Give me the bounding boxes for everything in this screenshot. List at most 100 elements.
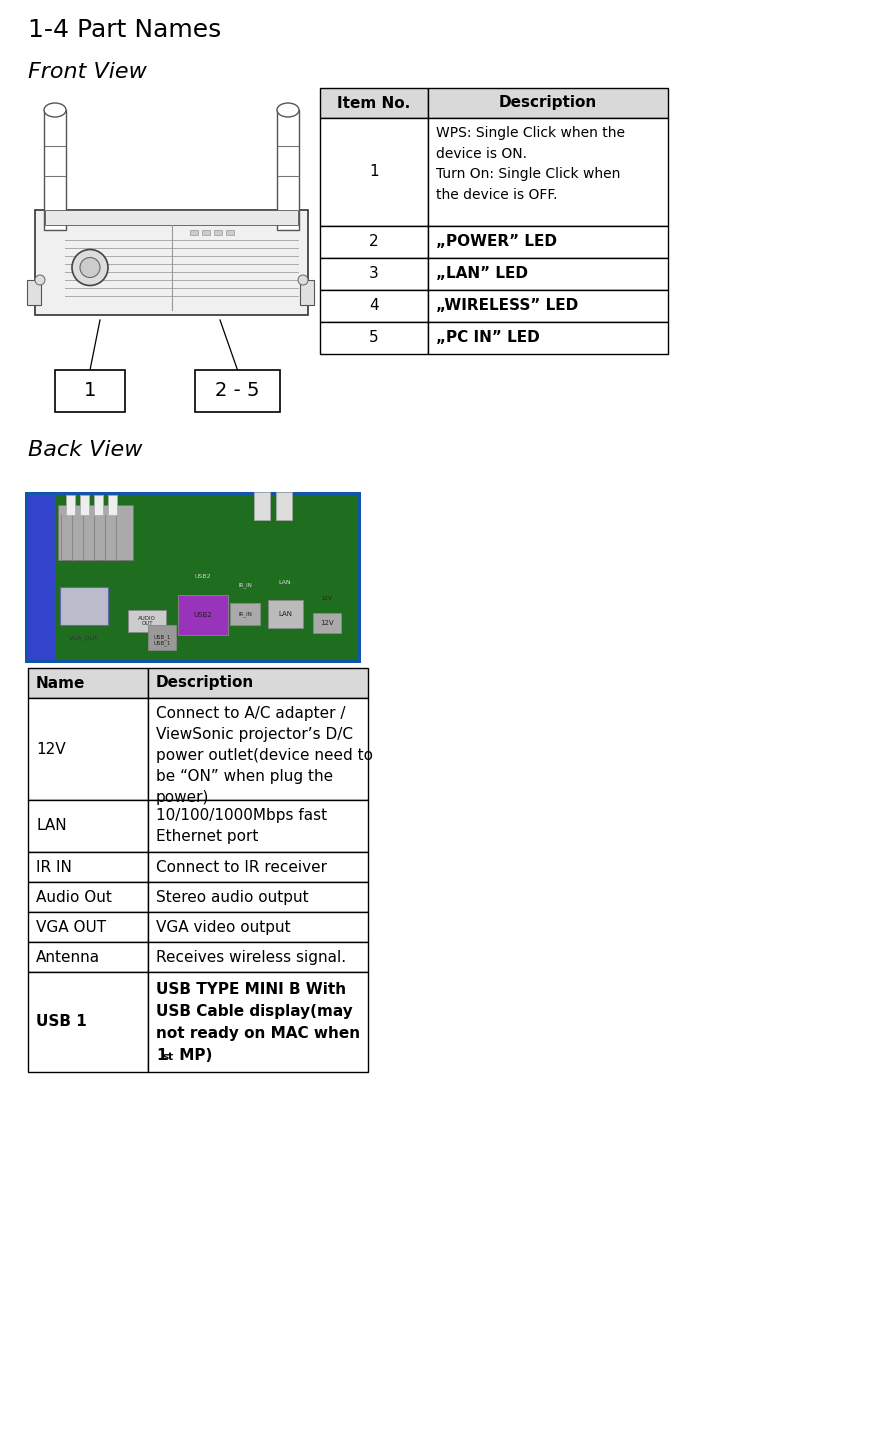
Bar [195, 371, 280, 412]
Text: Name: Name [36, 675, 85, 691]
Bar [148, 972, 368, 1072]
Bar [28, 495, 358, 660]
Bar [230, 602, 260, 625]
Bar [148, 668, 368, 698]
Bar [28, 698, 148, 800]
Text: „LAN” LED: „LAN” LED [436, 266, 528, 282]
Bar [277, 110, 299, 230]
Text: WPS: Single Click when the
device is ON.
Turn On: Single Click when
the device i: WPS: Single Click when the device is ON.… [436, 126, 625, 202]
Text: Description: Description [499, 96, 597, 110]
Bar [27, 280, 41, 305]
Text: USB Cable display(may: USB Cable display(may [156, 1005, 353, 1019]
Text: VGA_OUT: VGA_OUT [69, 635, 99, 641]
Bar [28, 800, 148, 851]
Bar [45, 210, 298, 225]
Text: Front View: Front View [28, 62, 147, 82]
Text: MP): MP) [174, 1047, 212, 1063]
Bar [428, 290, 668, 322]
Bar [254, 492, 270, 519]
Text: USB TYPE MINI B With: USB TYPE MINI B With [156, 982, 346, 997]
Bar [28, 495, 56, 660]
Bar [320, 117, 428, 226]
Text: USB 1: USB 1 [36, 1015, 87, 1029]
Bar [226, 230, 234, 235]
Text: „WIRELESS” LED: „WIRELESS” LED [436, 299, 578, 313]
Text: USB2: USB2 [195, 574, 212, 580]
Text: IR IN: IR IN [36, 860, 72, 874]
Text: st: st [163, 1052, 173, 1062]
Text: 10/100/1000Mbps fast
Ethernet port: 10/100/1000Mbps fast Ethernet port [156, 809, 327, 844]
Bar [148, 912, 368, 942]
Bar [178, 595, 228, 635]
Bar [28, 668, 148, 698]
Text: 1: 1 [369, 165, 379, 179]
Bar [58, 505, 133, 560]
Text: 1-4 Part Names: 1-4 Part Names [28, 19, 221, 41]
Text: 1: 1 [84, 382, 96, 401]
Bar [28, 851, 148, 881]
Text: IR_IN: IR_IN [238, 611, 252, 617]
Text: USB_1: USB_1 [153, 640, 171, 645]
Bar [66, 495, 75, 515]
Text: AUDIO
OUT: AUDIO OUT [138, 615, 156, 627]
Circle shape [80, 258, 100, 278]
Bar [320, 87, 428, 117]
Text: Description: Description [156, 675, 254, 691]
Text: 2: 2 [369, 235, 379, 249]
Text: LAN: LAN [36, 819, 67, 833]
Bar [320, 290, 428, 322]
Bar [268, 600, 303, 628]
Bar [276, 492, 292, 519]
Bar [428, 258, 668, 290]
Text: 1: 1 [156, 1047, 166, 1063]
Bar [28, 912, 148, 942]
Text: not ready on MAC when: not ready on MAC when [156, 1026, 360, 1040]
Bar [80, 495, 89, 515]
Bar [148, 851, 368, 881]
Text: 3: 3 [369, 266, 379, 282]
Bar [428, 87, 668, 117]
Bar [300, 280, 314, 305]
Bar [428, 226, 668, 258]
Text: 4: 4 [369, 299, 379, 313]
Text: 12V: 12V [320, 620, 333, 625]
Text: 12V: 12V [322, 595, 332, 601]
Bar [313, 612, 341, 633]
Bar [94, 495, 103, 515]
Bar [148, 625, 176, 650]
Text: LAN: LAN [278, 611, 292, 617]
Text: VGA video output: VGA video output [156, 920, 291, 934]
Text: USB2: USB2 [194, 612, 212, 618]
Bar [320, 226, 428, 258]
Text: Receives wireless signal.: Receives wireless signal. [156, 950, 346, 964]
Bar [320, 322, 428, 353]
Bar [320, 258, 428, 290]
Text: USB_1: USB_1 [153, 635, 171, 640]
Bar [148, 698, 368, 800]
Bar [60, 587, 108, 625]
Ellipse shape [44, 103, 66, 117]
Text: „POWER” LED: „POWER” LED [436, 235, 557, 249]
Text: IR_IN: IR_IN [238, 582, 252, 588]
Circle shape [72, 249, 108, 286]
Bar [428, 117, 668, 226]
Text: 2 - 5: 2 - 5 [215, 382, 260, 401]
Text: Connect to IR receiver: Connect to IR receiver [156, 860, 327, 874]
Bar [28, 942, 148, 972]
Bar [128, 610, 166, 633]
Text: VGA OUT: VGA OUT [36, 920, 106, 934]
Bar [28, 881, 148, 912]
Text: Stereo audio output: Stereo audio output [156, 890, 308, 904]
Bar [428, 322, 668, 353]
Text: Item No.: Item No. [337, 96, 411, 110]
Text: Audio Out: Audio Out [36, 890, 112, 904]
Circle shape [298, 275, 308, 285]
Bar [190, 230, 198, 235]
Bar [35, 210, 308, 315]
Text: LAN: LAN [278, 581, 292, 585]
Text: Connect to A/C adapter /
ViewSonic projector’s D/C
power outlet(device need to
b: Connect to A/C adapter / ViewSonic proje… [156, 705, 373, 806]
Text: Back View: Back View [28, 439, 142, 459]
Bar [108, 495, 117, 515]
Bar [148, 881, 368, 912]
Bar [214, 230, 222, 235]
